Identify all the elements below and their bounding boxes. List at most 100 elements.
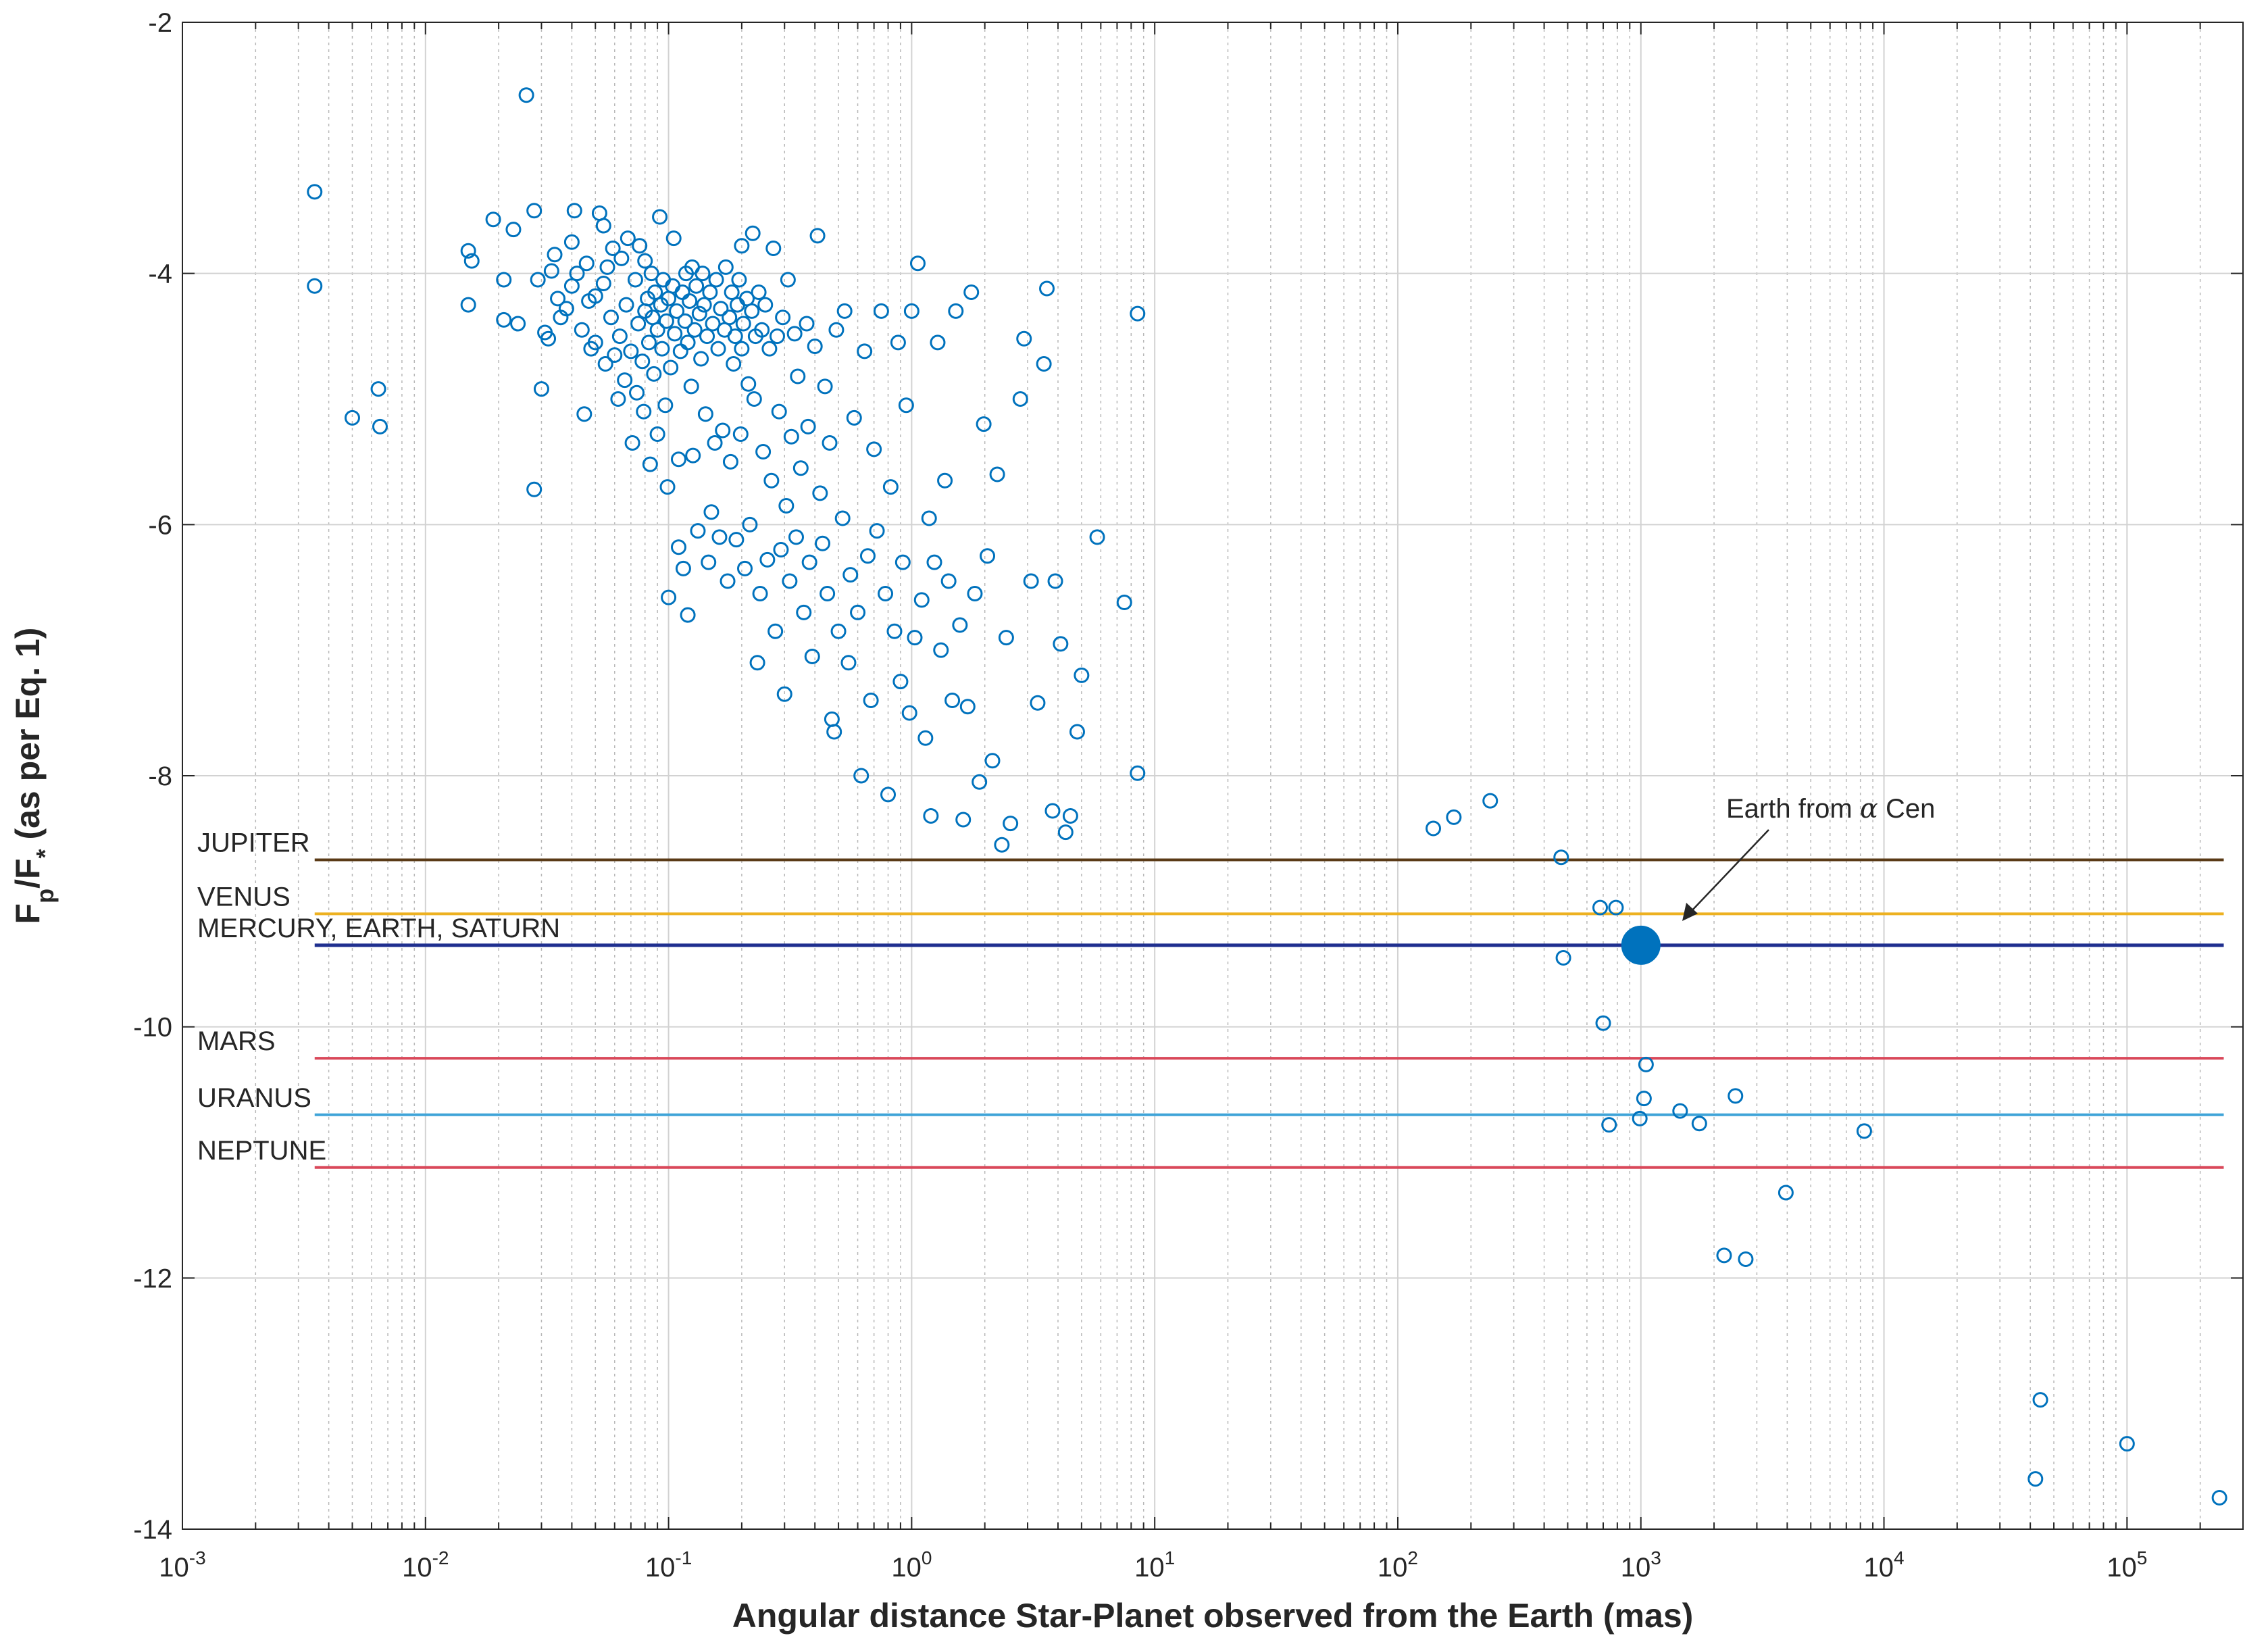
x-tick-label: 101 xyxy=(1134,1547,1175,1583)
data-point xyxy=(765,241,782,256)
data-point xyxy=(595,218,611,234)
data-point xyxy=(1632,1110,1648,1126)
data-point xyxy=(603,309,619,326)
data-point xyxy=(569,266,585,282)
annotation-alpha: α xyxy=(1860,793,1878,824)
data-point xyxy=(921,510,937,526)
data-point xyxy=(460,297,476,313)
data-point xyxy=(670,451,686,468)
data-point xyxy=(780,272,796,288)
data-point xyxy=(1426,820,1442,837)
data-point xyxy=(728,532,745,548)
data-point xyxy=(637,253,653,269)
data-point xyxy=(717,259,734,275)
data-point xyxy=(665,230,682,247)
data-point xyxy=(751,284,767,301)
x-tick-label: 10-3 xyxy=(159,1547,205,1583)
x-tick-exponent: 4 xyxy=(1894,1547,1905,1568)
data-point xyxy=(533,381,549,397)
data-point xyxy=(892,674,909,690)
data-point xyxy=(2211,1490,2227,1506)
data-point xyxy=(744,303,760,319)
data-point xyxy=(675,560,691,576)
data-point xyxy=(1672,1103,1688,1119)
y-tick-label: -8 xyxy=(148,762,172,791)
x-tick-label: 102 xyxy=(1378,1547,1418,1583)
data-point xyxy=(610,391,626,407)
data-point xyxy=(1089,529,1105,545)
data-point xyxy=(869,523,885,539)
data-point xyxy=(657,397,674,414)
x-tick-exponent: 1 xyxy=(1165,1547,1176,1568)
y-tick-label: -12 xyxy=(133,1264,172,1293)
data-point xyxy=(643,266,659,282)
data-point xyxy=(697,406,713,422)
data-point xyxy=(1062,807,1078,824)
x-tick-exponent: 3 xyxy=(1650,1547,1661,1568)
data-point xyxy=(775,309,791,326)
data-point xyxy=(543,263,559,279)
data-point xyxy=(1130,765,1146,781)
data-point xyxy=(1130,305,1146,322)
data-point xyxy=(620,230,636,247)
reference-line-label: MARS xyxy=(197,1026,276,1056)
data-point xyxy=(713,301,729,317)
data-point xyxy=(866,441,882,457)
data-point xyxy=(731,272,747,288)
data-point xyxy=(613,250,630,266)
data-point xyxy=(703,504,720,520)
data-point xyxy=(771,403,787,420)
data-point xyxy=(663,359,679,376)
data-point xyxy=(1482,793,1498,809)
y-tick-label: -6 xyxy=(148,510,172,540)
data-point xyxy=(776,686,792,702)
data-point xyxy=(691,305,707,322)
data-point xyxy=(898,397,914,414)
data-point xyxy=(1012,391,1028,407)
data-point xyxy=(677,313,693,329)
data-point xyxy=(686,322,703,338)
annotation-earth-from-alpha-cen: Earth from α Cen xyxy=(1726,793,1935,824)
data-point xyxy=(510,316,526,332)
data-point xyxy=(778,497,795,514)
data-point xyxy=(611,328,628,345)
data-point xyxy=(693,351,709,367)
data-point xyxy=(526,481,543,497)
data-point xyxy=(1728,1088,1744,1104)
x-tick-label: 105 xyxy=(2107,1547,2147,1583)
data-point xyxy=(715,422,731,439)
data-point xyxy=(749,655,765,671)
data-point xyxy=(685,447,701,464)
data-point xyxy=(640,334,657,351)
data-point xyxy=(307,184,323,200)
data-point xyxy=(759,551,776,568)
data-point xyxy=(984,753,1001,769)
data-point xyxy=(907,630,923,646)
y-title-sub-star: * xyxy=(31,849,59,858)
data-point xyxy=(1047,573,1063,589)
data-point xyxy=(882,479,899,495)
data-point xyxy=(998,630,1014,646)
x-axis-title: Angular distance Star-Planet observed fr… xyxy=(732,1597,1694,1635)
x-tick-base: 10 xyxy=(402,1553,432,1583)
data-point xyxy=(926,554,942,570)
data-point xyxy=(646,366,662,382)
x-tick-base: 10 xyxy=(891,1553,922,1583)
data-point xyxy=(702,284,718,301)
data-point xyxy=(1023,573,1039,589)
data-point xyxy=(830,623,847,639)
data-point xyxy=(989,466,1005,482)
data-point xyxy=(696,297,712,313)
data-point xyxy=(623,343,639,359)
x-tick-exponent: -1 xyxy=(675,1547,692,1568)
data-point xyxy=(734,238,750,254)
y-tick-label: -10 xyxy=(133,1013,172,1043)
data-point xyxy=(496,312,512,328)
data-point xyxy=(707,435,723,451)
data-point xyxy=(732,426,749,443)
data-point xyxy=(930,334,946,351)
data-point xyxy=(880,787,897,803)
data-point xyxy=(1074,667,1090,683)
data-point xyxy=(1044,803,1061,819)
